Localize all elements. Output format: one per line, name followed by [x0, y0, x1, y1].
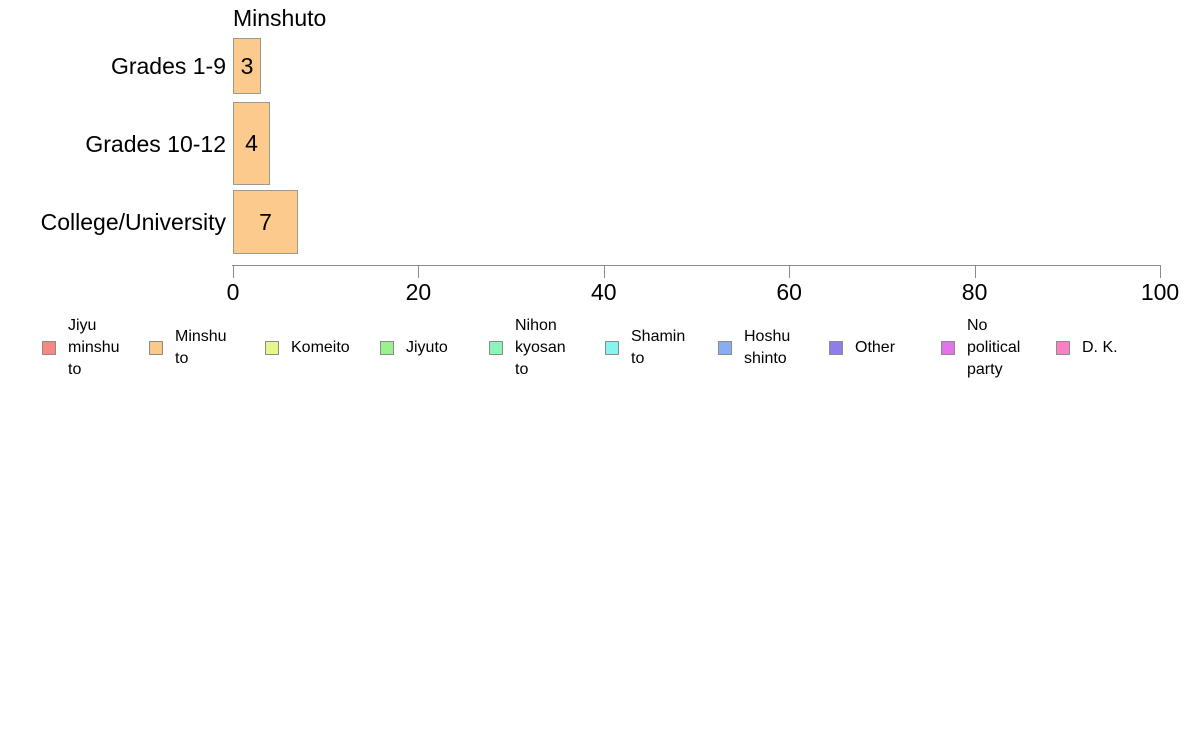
legend-swatch	[605, 341, 619, 355]
x-axis-tick-label: 100	[1140, 279, 1180, 305]
legend-label: Shamin to	[631, 328, 686, 367]
bar-value-label: 7	[259, 208, 272, 235]
legend-swatch	[42, 341, 56, 355]
legend-label: Other	[855, 339, 896, 356]
legend-item: Other	[829, 337, 895, 359]
legend-label: Hoshu shinto	[744, 328, 791, 367]
x-axis-tick-label: 80	[961, 279, 988, 305]
legend-swatch	[941, 341, 955, 355]
x-axis-tick	[418, 265, 420, 278]
legend-label: Nihon kyosan to	[515, 317, 566, 378]
legend-swatch	[489, 341, 503, 355]
x-axis-tick	[233, 265, 234, 278]
legend-swatch	[380, 341, 394, 355]
x-axis-tick-label: 20	[405, 279, 432, 305]
legend-swatch	[718, 341, 732, 355]
category-label: Grades 10-12	[85, 130, 226, 157]
chart-title: Minshuto	[233, 5, 327, 31]
legend-swatch	[829, 341, 843, 355]
legend-label: Komeito	[291, 339, 350, 356]
category-label: College/University	[40, 209, 226, 235]
bar: 7	[233, 190, 298, 254]
legend-swatch	[1056, 341, 1070, 355]
bar: 4	[233, 102, 270, 185]
x-axis-tick	[1160, 265, 1161, 278]
legend-item: D. K.	[1056, 337, 1118, 359]
legend-label: Jiyuto	[406, 339, 448, 356]
category-label: Grades 1-9	[110, 53, 226, 79]
legend-item: Hoshu shinto	[718, 326, 790, 370]
legend-item: Jiyu minshu to	[42, 315, 120, 381]
x-axis-line	[232, 265, 1161, 266]
legend-item: Jiyuto	[380, 337, 448, 359]
x-axis-tick-label: 40	[591, 279, 617, 305]
x-axis-tick-label: 0	[226, 279, 240, 305]
legend-label: Minshu to	[175, 328, 227, 367]
bar-value-label: 4	[245, 130, 258, 156]
legend-swatch	[149, 341, 163, 355]
legend-item: Nihon kyosan to	[489, 315, 566, 381]
x-axis-tick-label: 60	[776, 279, 802, 305]
x-axis-tick	[974, 265, 976, 278]
legend-item: Shamin to	[605, 326, 685, 370]
x-axis-tick	[789, 265, 791, 278]
legend-item: Komeito	[265, 337, 350, 359]
legend-swatch	[265, 341, 279, 355]
legend-item: Minshu to	[149, 326, 227, 370]
bar: 3	[233, 38, 261, 94]
legend-label: No political party	[967, 317, 1021, 378]
x-axis-tick	[603, 265, 605, 278]
bar-value-label: 3	[240, 52, 254, 79]
legend-label: Jiyu minshu to	[68, 317, 120, 378]
legend-item: No political party	[941, 315, 1020, 381]
legend-label: D. K.	[1082, 339, 1118, 356]
